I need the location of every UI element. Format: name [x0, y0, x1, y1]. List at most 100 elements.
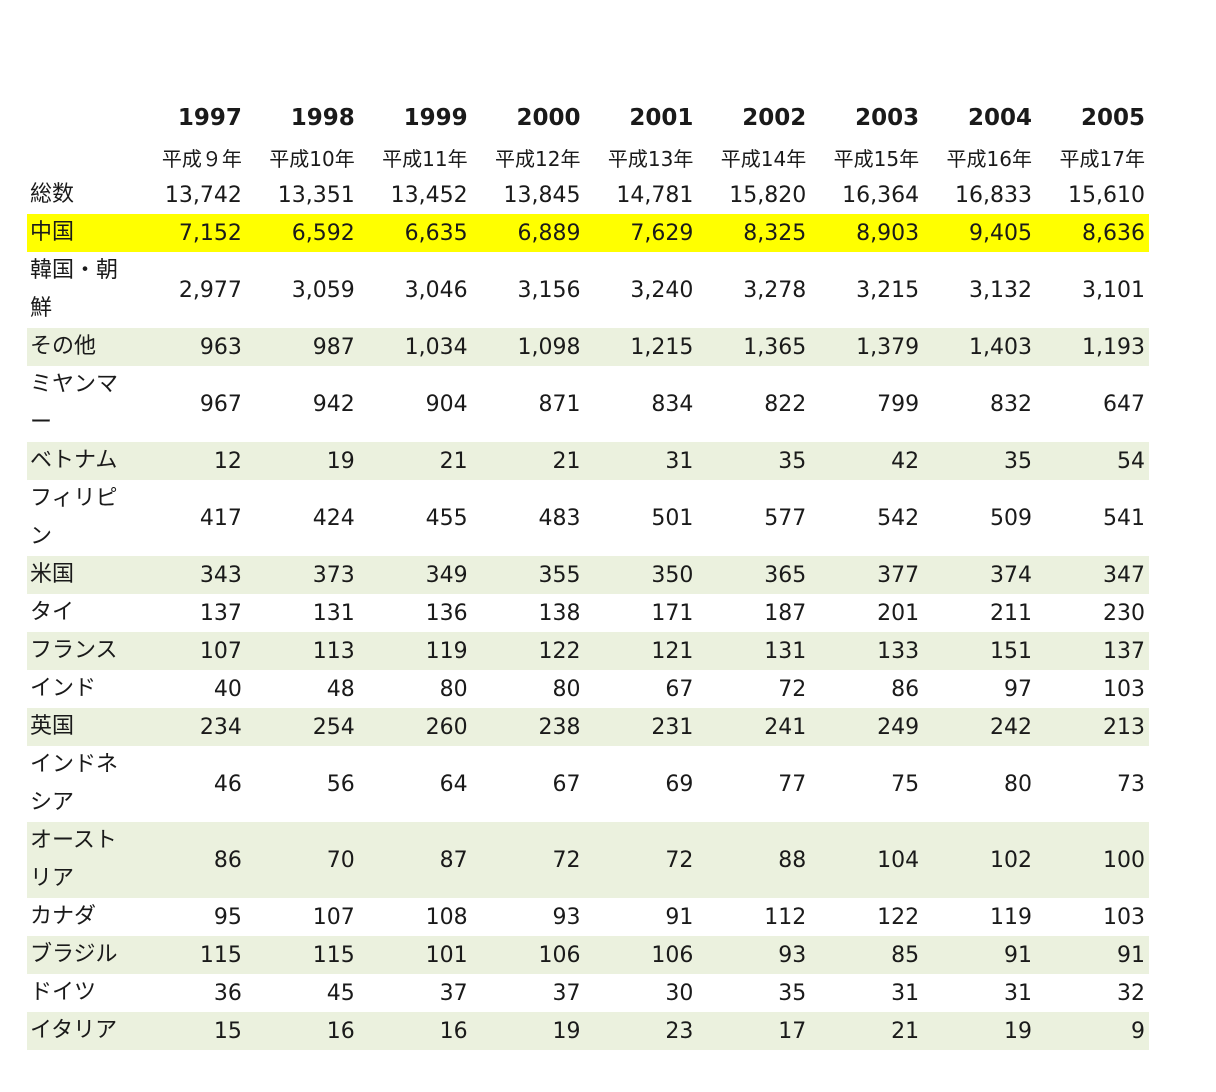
- table-cell: 13,351: [277, 182, 355, 208]
- table-cell: 35: [1004, 448, 1032, 474]
- year-header: 2003: [855, 105, 920, 131]
- row-label: イタリア: [30, 1018, 118, 1043]
- era-header: 平成17年: [1059, 146, 1145, 171]
- year-header: 2005: [1080, 105, 1145, 131]
- table-cell: 31: [891, 980, 920, 1006]
- table-cell: 871: [538, 391, 581, 417]
- table-cell: 234: [199, 714, 242, 740]
- table-cell: 577: [764, 505, 807, 531]
- table-cell: 14,781: [616, 182, 694, 208]
- table-cell: 23: [665, 1018, 694, 1044]
- table-cell: 56: [326, 771, 355, 797]
- table-cell: 69: [665, 771, 694, 797]
- row-label: インド: [30, 676, 97, 701]
- row-label: ブラジル: [30, 942, 118, 967]
- table-cell: 31: [665, 448, 694, 474]
- table-cell: 86: [891, 676, 920, 702]
- table-row: オーストリア 86 70 87 72 72 88 104 102 100: [27, 822, 1149, 898]
- table-cell: 72: [552, 847, 581, 873]
- table-cell: 509: [990, 505, 1032, 531]
- header-row-years: 1997 1998 1999 2000 2001 2002 2003 2004 2005: [27, 98, 1149, 138]
- table-cell: 6,635: [404, 220, 468, 246]
- table-cell: 3,101: [1082, 277, 1145, 303]
- table-cell: 417: [199, 505, 242, 531]
- era-header: 平成11年: [382, 146, 468, 171]
- table-cell: 13,742: [164, 182, 242, 208]
- table-cell: 832: [990, 391, 1032, 417]
- table-row: ミヤンマー 967 942 904 871 834 822 799 832 647: [27, 366, 1149, 442]
- year-header: 1999: [403, 105, 468, 131]
- table-cell: 113: [312, 638, 355, 664]
- table-cell: 70: [326, 847, 355, 873]
- table-cell: 121: [651, 638, 694, 664]
- row-label: 米国: [30, 562, 75, 587]
- row-label: その他: [30, 334, 97, 359]
- table-cell: 37: [552, 980, 581, 1006]
- table-cell: 21: [552, 448, 581, 474]
- table-cell: 6,592: [291, 220, 355, 246]
- table-cell: 3,156: [517, 277, 581, 303]
- year-header: 2000: [516, 105, 581, 131]
- table-row: タイ 137 131 136 138 171 187 201 211 230: [27, 594, 1149, 632]
- table-cell: 249: [877, 714, 920, 740]
- table-cell: 67: [552, 771, 581, 797]
- era-header: 平成14年: [720, 146, 807, 171]
- table-cell: 31: [1004, 980, 1032, 1006]
- table-cell: 75: [891, 771, 920, 797]
- table-row: 総数 13,742 13,351 13,452 13,845 14,781 15,820 16…: [27, 176, 1149, 214]
- statistics-table: 1997 1998 1999 2000 2001 2002 2003 2004 2005 平成９年…: [27, 98, 1149, 1050]
- table-row: イタリア 15 16 16 19 23 17 21 19 9: [27, 1012, 1149, 1050]
- era-header: 平成10年: [269, 146, 355, 171]
- table-row: その他 963 987 1,034 1,098 1,215 1,365 1,379 1,403 1…: [27, 328, 1149, 366]
- table-cell: 6,889: [517, 220, 581, 246]
- table-row: 中国 7,152 6,592 6,635 6,889 7,629 8,325 8,903 9,4…: [27, 214, 1149, 252]
- table-cell: 241: [764, 714, 807, 740]
- table-cell: 377: [877, 562, 920, 588]
- table-cell: 347: [1103, 562, 1145, 588]
- table-cell: 987: [312, 334, 355, 360]
- table-cell: 21: [891, 1018, 920, 1044]
- table-row: ブラジル 115 115 101 106 106 93 85 91 91: [27, 936, 1149, 974]
- table-cell: 799: [877, 391, 920, 417]
- table-cell: 213: [1103, 714, 1145, 740]
- table-cell: 42: [891, 448, 920, 474]
- table-cell: 107: [199, 638, 242, 664]
- era-header: 平成９年: [161, 146, 242, 171]
- table-cell: 211: [990, 600, 1032, 626]
- table-cell: 942: [312, 391, 355, 417]
- table-cell: 3,240: [630, 277, 694, 303]
- table-cell: 455: [425, 505, 468, 531]
- table-cell: 1,215: [630, 334, 694, 360]
- table-row: インド 40 48 80 80 67 72 86 97 103: [27, 670, 1149, 708]
- table-cell: 91: [665, 904, 694, 930]
- row-label: ドイツ: [30, 980, 97, 1005]
- table-cell: 21: [439, 448, 468, 474]
- table-cell: 37: [439, 980, 468, 1006]
- table-cell: 8,903: [856, 220, 920, 246]
- table-cell: 46: [213, 771, 242, 797]
- row-label: タイ: [30, 600, 75, 625]
- year-header: 1997: [177, 105, 242, 131]
- table-row: ベトナム 12 19 21 21 31 35 42 35 54: [27, 442, 1149, 480]
- table-cell: 77: [778, 771, 807, 797]
- table-cell: 133: [877, 638, 920, 664]
- table-cell: 1,034: [404, 334, 468, 360]
- table-cell: 72: [778, 676, 807, 702]
- table-cell: 107: [312, 904, 355, 930]
- table-cell: 112: [764, 904, 807, 930]
- table-cell: 1,365: [743, 334, 807, 360]
- table-cell: 16,364: [842, 182, 920, 208]
- table-cell: 35: [778, 448, 807, 474]
- table-cell: 108: [425, 904, 468, 930]
- table-cell: 91: [1117, 942, 1145, 968]
- table-cell: 12: [213, 448, 242, 474]
- table-row: 英国 234 254 260 238 231 241 249 242 213: [27, 708, 1149, 746]
- row-label: 総数: [30, 182, 75, 207]
- table-cell: 48: [326, 676, 355, 702]
- table-cell: 40: [213, 676, 242, 702]
- table-cell: 115: [199, 942, 242, 968]
- table-cell: 373: [312, 562, 355, 588]
- table-cell: 15,820: [729, 182, 807, 208]
- table-cell: 67: [665, 676, 694, 702]
- row-label: 英国: [30, 714, 75, 739]
